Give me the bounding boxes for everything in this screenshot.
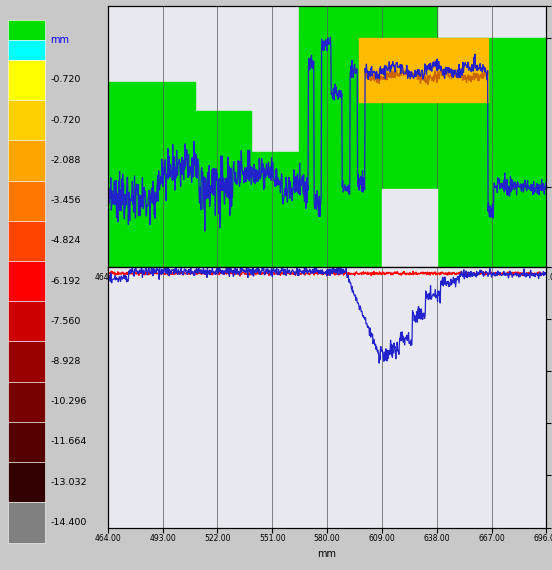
Bar <box>8 422 45 462</box>
Bar <box>8 100 45 140</box>
Text: -0.720: -0.720 <box>51 75 81 84</box>
Bar <box>8 40 45 60</box>
Bar <box>8 20 45 40</box>
Bar <box>8 301 45 341</box>
Bar <box>8 341 45 382</box>
Bar <box>8 140 45 181</box>
X-axis label: mm: mm <box>317 548 337 559</box>
Bar <box>8 261 45 301</box>
Bar <box>8 221 45 261</box>
Text: mm: mm <box>51 35 70 45</box>
Text: -7.560: -7.560 <box>51 317 81 326</box>
Bar <box>8 181 45 221</box>
Text: -10.296: -10.296 <box>51 397 87 406</box>
Text: -4.824: -4.824 <box>51 237 81 245</box>
Text: -0.720: -0.720 <box>51 116 81 125</box>
Text: -3.456: -3.456 <box>51 196 81 205</box>
Text: -2.088: -2.088 <box>51 156 81 165</box>
X-axis label: mm: mm <box>317 287 337 298</box>
Bar <box>8 462 45 502</box>
Text: -14.400: -14.400 <box>51 518 87 527</box>
Text: -11.664: -11.664 <box>51 437 87 446</box>
Text: -8.928: -8.928 <box>51 357 81 366</box>
Bar <box>8 60 45 100</box>
Text: -13.032: -13.032 <box>51 478 87 487</box>
Bar <box>8 382 45 422</box>
Bar <box>8 502 45 543</box>
Text: -6.192: -6.192 <box>51 276 81 286</box>
